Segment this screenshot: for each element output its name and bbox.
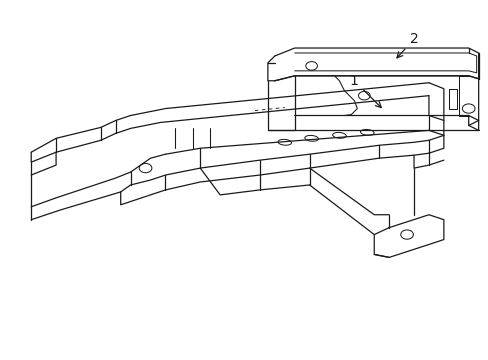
Text: 2: 2 bbox=[396, 32, 418, 58]
Text: 1: 1 bbox=[349, 74, 381, 108]
